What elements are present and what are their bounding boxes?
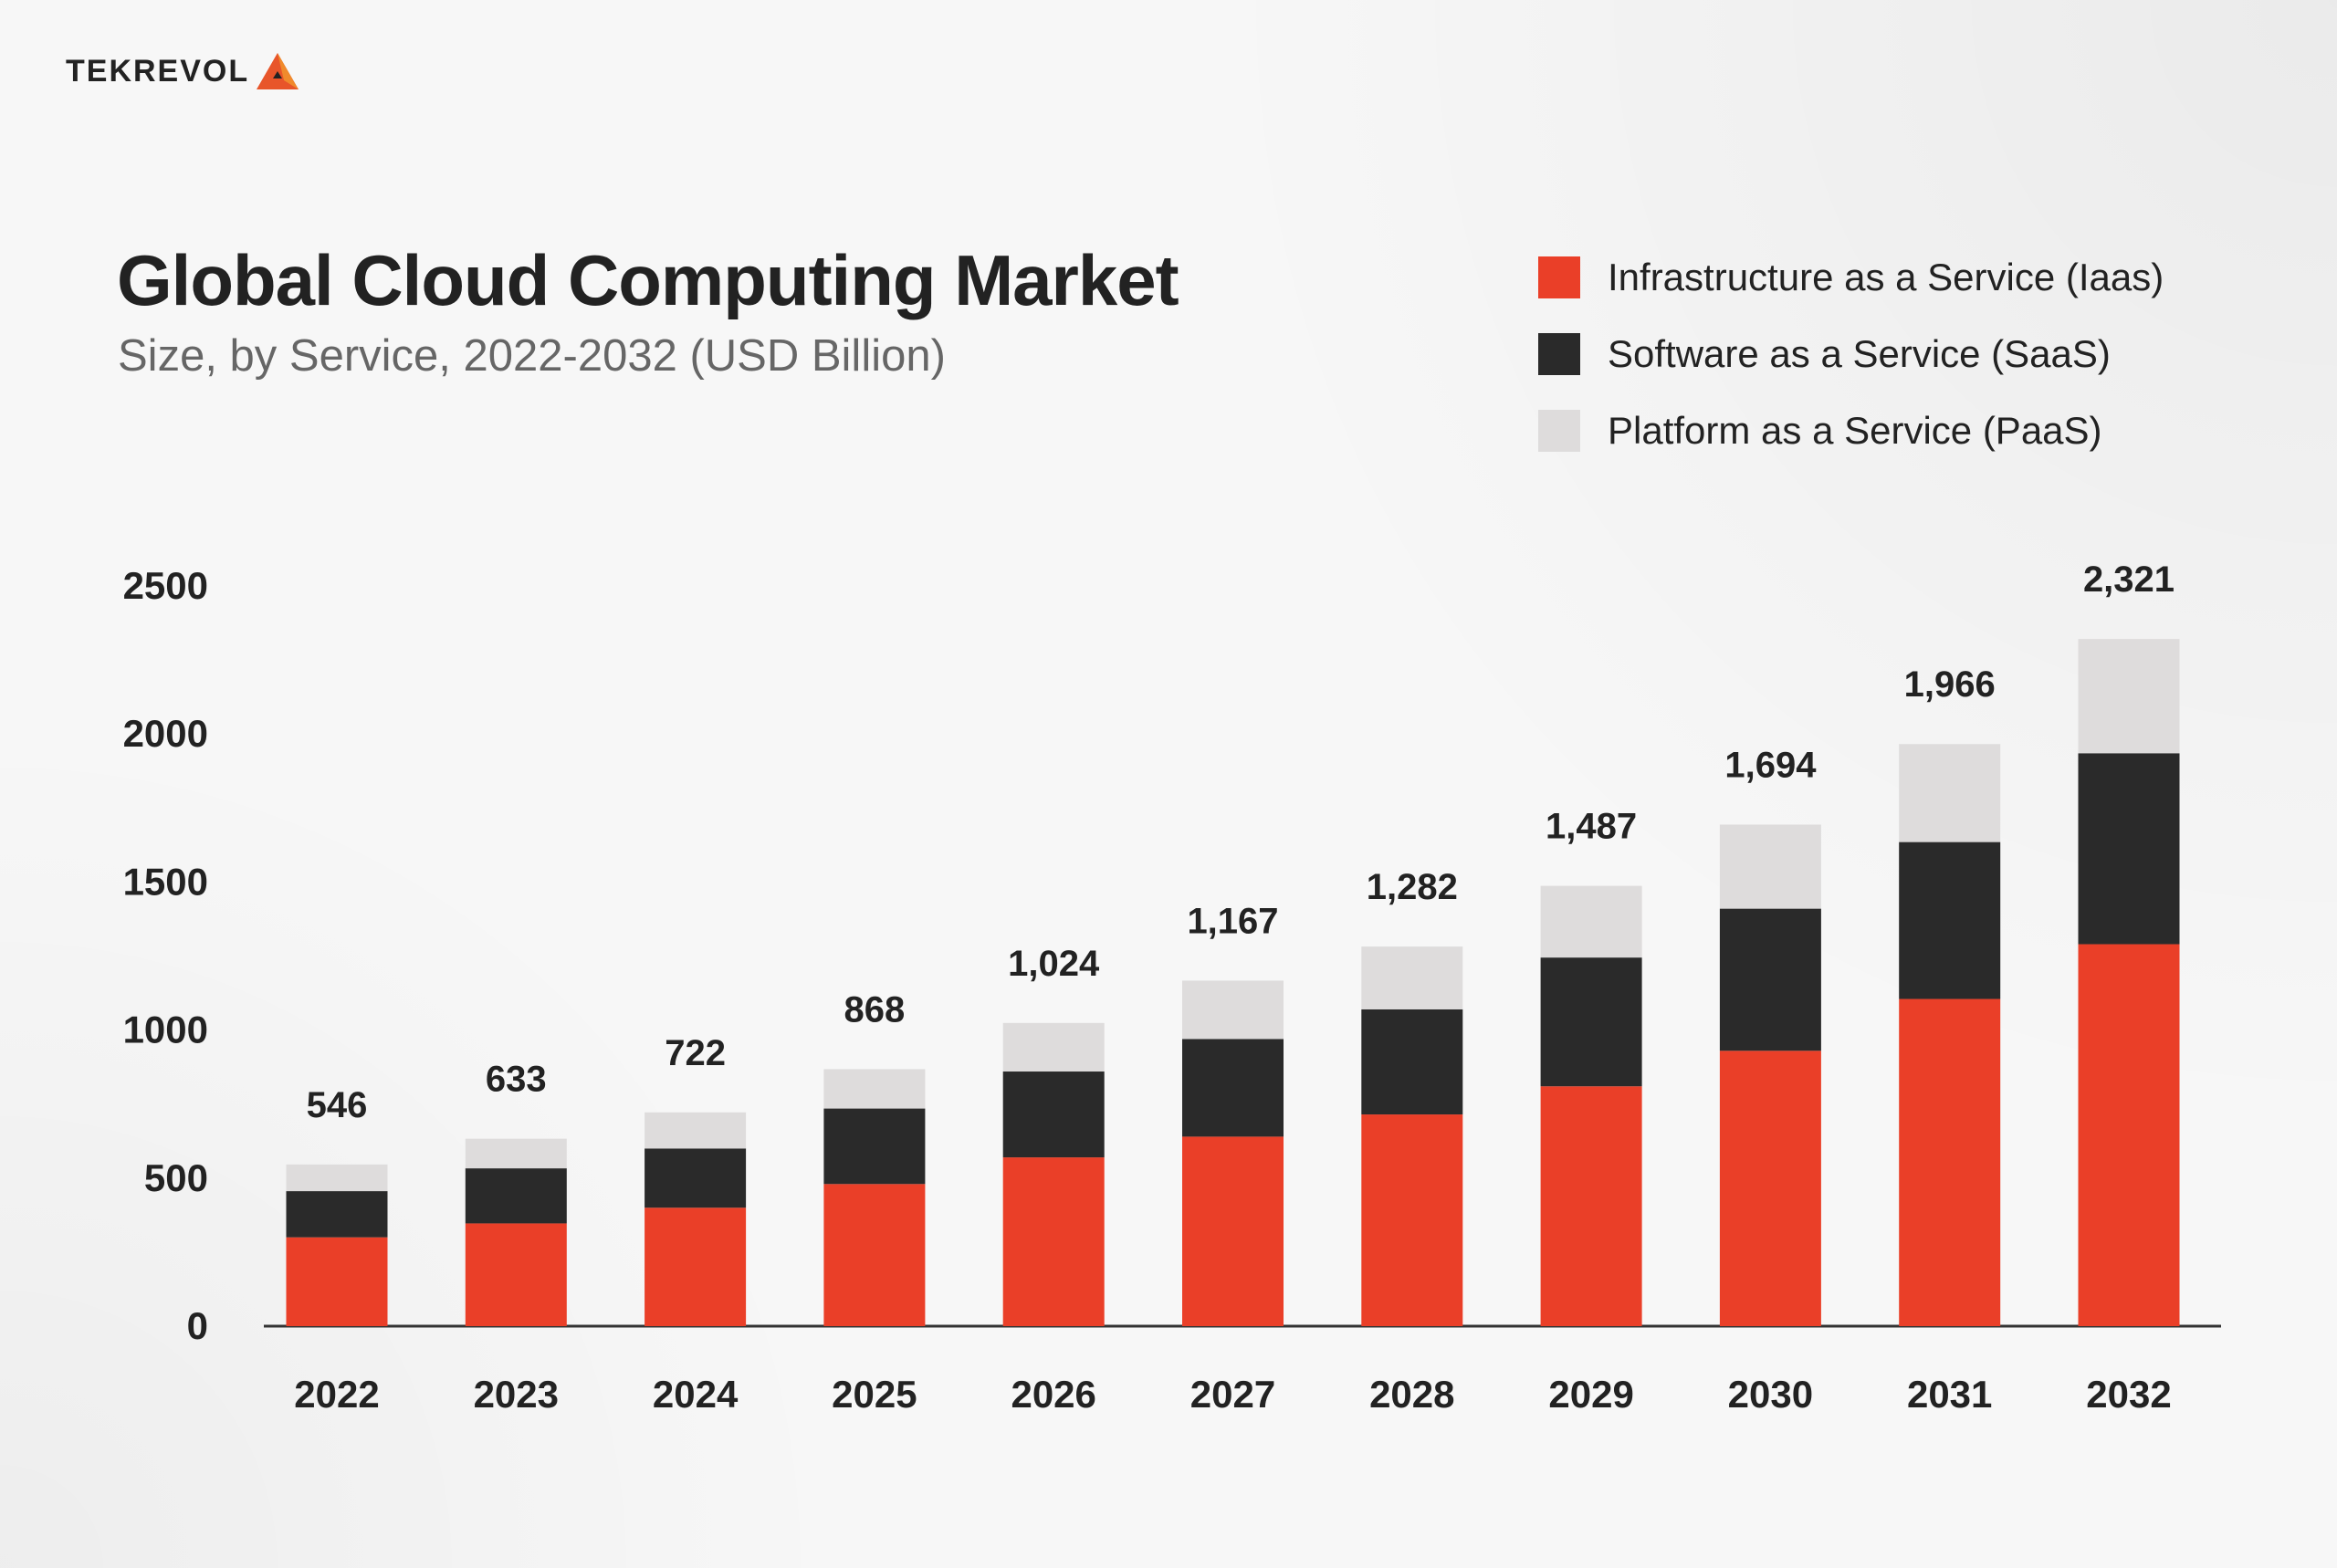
bar-segment (823, 1069, 926, 1109)
bar-segment (1899, 841, 2001, 999)
bar-segment (465, 1168, 567, 1224)
total-label: 1,282 (1367, 867, 1458, 907)
total-label: 1,487 (1546, 807, 1637, 847)
bar-segment (286, 1191, 388, 1238)
logo-triangle-icon (257, 53, 299, 89)
y-tick-label: 2000 (123, 712, 208, 755)
bar-segment (1361, 946, 1463, 1009)
bar-segment (1002, 1157, 1105, 1326)
legend-swatch (1538, 410, 1580, 452)
bar-segment (465, 1223, 567, 1326)
bar-segment (1182, 980, 1284, 1040)
y-tick-label: 1500 (123, 860, 208, 903)
bar-segment (645, 1207, 747, 1326)
logo-text: TEKREVOL (66, 53, 250, 89)
bar-segment (1182, 1039, 1284, 1137)
x-tick-label: 2031 (1907, 1373, 1992, 1416)
bar-segment (465, 1138, 567, 1169)
x-tick-label: 2028 (1369, 1373, 1454, 1416)
bar-segment (645, 1112, 747, 1149)
bar-segment (1719, 908, 1821, 1051)
x-tick-label: 2023 (474, 1373, 559, 1416)
bar-segment (823, 1108, 926, 1185)
chart-subtitle: Size, by Service, 2022-2032 (USD Billion… (118, 331, 946, 381)
total-label: 868 (844, 989, 906, 1030)
bar-segment (1361, 1114, 1463, 1326)
y-tick-label: 2500 (123, 564, 208, 607)
y-tick-label: 1000 (123, 1009, 208, 1051)
legend-label: Software as a Service (SaaS) (1608, 332, 2111, 375)
legend-item-iaas: Infrastructure as a Service (Iaas) (1538, 239, 2164, 316)
logo: TEKREVOL (66, 53, 299, 89)
total-label: 722 (665, 1033, 726, 1073)
x-tick-label: 2032 (2086, 1373, 2171, 1416)
bar-segment (1002, 1022, 1105, 1072)
total-label: 1,966 (1904, 664, 1996, 705)
bar-segment (2078, 639, 2180, 754)
bar-segment (823, 1184, 926, 1326)
bar-segment (1540, 885, 1642, 958)
bar-segment (1719, 1051, 1821, 1326)
bar-segment (1540, 957, 1642, 1087)
legend-swatch (1538, 333, 1580, 375)
legend-label: Platform as a Service (PaaS) (1608, 409, 2102, 452)
bar-segment (286, 1164, 388, 1192)
x-tick-label: 2029 (1548, 1373, 1633, 1416)
bar-segment (2078, 753, 2180, 945)
x-tick-label: 2030 (1728, 1373, 1813, 1416)
legend-item-saas: Software as a Service (SaaS) (1538, 316, 2164, 392)
x-tick-label: 2026 (1011, 1373, 1095, 1416)
total-label: 1,167 (1187, 901, 1278, 941)
total-label: 2,321 (2083, 559, 2175, 600)
x-tick-label: 2025 (832, 1373, 917, 1416)
bar-segment (1899, 744, 2001, 842)
legend: Infrastructure as a Service (Iaas) Softw… (1538, 239, 2164, 469)
y-tick-label: 500 (144, 1156, 208, 1199)
bar-segment (286, 1237, 388, 1326)
total-label: 633 (486, 1060, 547, 1100)
chart-title: Global Cloud Computing Market (117, 240, 1179, 320)
bar-segment (645, 1148, 747, 1208)
x-tick-label: 2027 (1190, 1373, 1275, 1416)
x-tick-label: 2022 (294, 1373, 379, 1416)
bar-segment (1540, 1086, 1642, 1326)
bar-segment (1719, 824, 1821, 909)
bar-segment (1002, 1071, 1105, 1158)
y-tick-label: 0 (187, 1304, 208, 1347)
bar-segment (1361, 1009, 1463, 1115)
legend-item-paas: Platform as a Service (PaaS) (1538, 392, 2164, 469)
bar-segment (1899, 998, 2001, 1326)
bar-segment (1182, 1136, 1284, 1326)
total-label: 546 (307, 1085, 368, 1125)
bar-segment (2078, 944, 2180, 1326)
total-label: 1,024 (1008, 944, 1100, 984)
x-tick-label: 2024 (653, 1373, 739, 1416)
total-label: 1,694 (1724, 745, 1817, 785)
legend-label: Infrastructure as a Service (Iaas) (1608, 256, 2164, 298)
legend-swatch (1538, 256, 1580, 298)
